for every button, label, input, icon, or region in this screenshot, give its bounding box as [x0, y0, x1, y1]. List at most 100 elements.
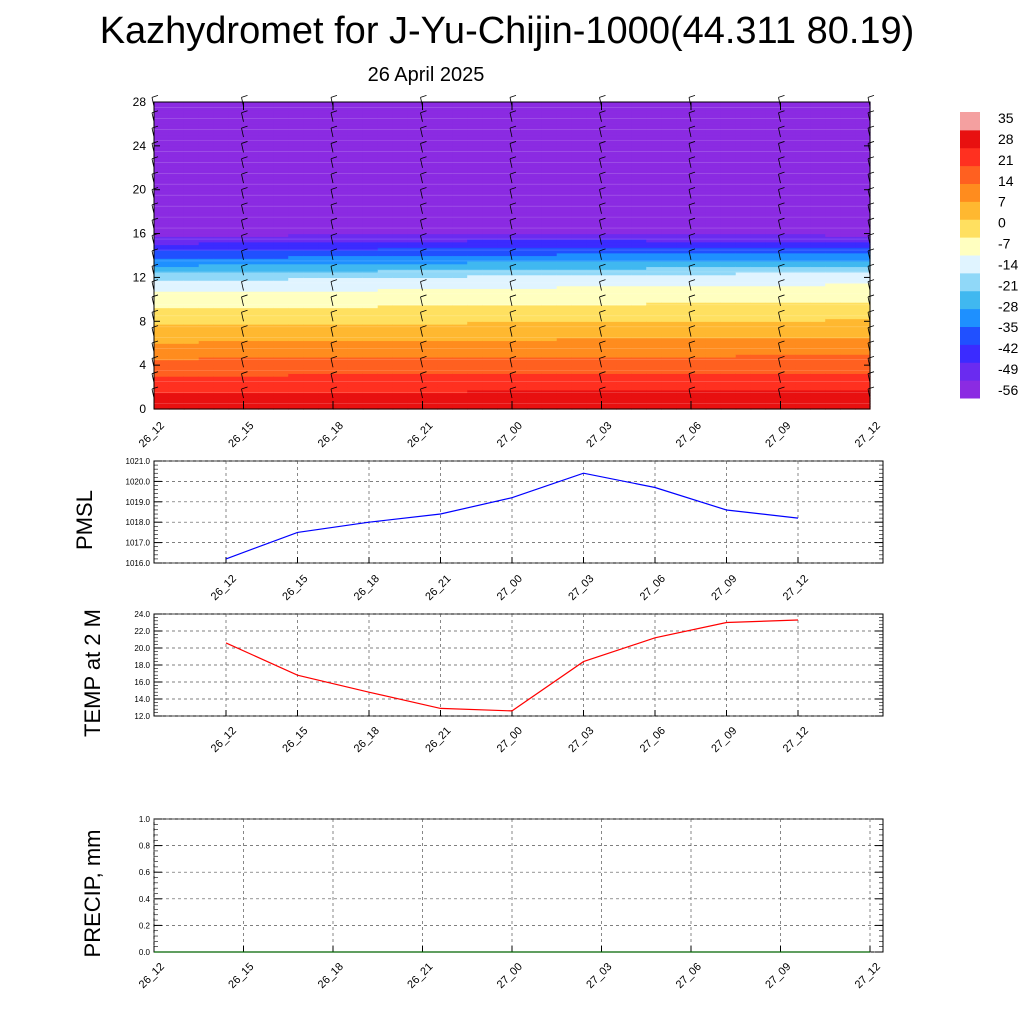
heatmap-cell: [586, 222, 603, 226]
heatmap-cell: [452, 137, 468, 141]
heatmap-cell: [512, 197, 528, 202]
heatmap-cell: [720, 154, 737, 158]
heatmap-cell: [213, 176, 230, 180]
heatmap-cell: [362, 181, 379, 185]
heatmap-cell: [362, 123, 379, 128]
heatmap-cell: [497, 356, 513, 361]
heatmap-cell: [571, 392, 588, 396]
heatmap-cell: [437, 154, 453, 158]
heatmap-cell: [183, 192, 200, 196]
heatmap-cell: [765, 381, 782, 385]
heatmap-cell: [228, 387, 245, 391]
heatmap-cell: [556, 269, 573, 273]
heatmap-cell: [154, 110, 170, 114]
heatmap-cell: [467, 263, 483, 268]
heatmap-cell: [318, 403, 334, 407]
heatmap-cell: [243, 373, 260, 377]
heatmap-cell: [407, 217, 424, 221]
heatmap-cell: [183, 123, 200, 128]
heatmap-cell: [288, 233, 304, 237]
heatmap-cell: [154, 203, 170, 207]
heatmap-cell: [571, 162, 588, 166]
heatmap-cell: [318, 112, 334, 117]
heatmap-cell: [347, 258, 364, 262]
heatmap-cell: [183, 165, 200, 169]
heatmap-cell: [243, 154, 260, 158]
heatmap-cell: [556, 247, 573, 251]
heatmap-cell: [333, 151, 349, 155]
heatmap-cell: [258, 219, 274, 224]
heatmap-cell: [198, 167, 215, 172]
heatmap-cell: [795, 271, 811, 276]
heatmap-cell: [601, 107, 618, 111]
heatmap-cell: [586, 359, 603, 363]
heatmap-cell: [601, 206, 618, 210]
heatmap-cell: [303, 310, 319, 314]
heatmap-cell: [735, 370, 752, 374]
heatmap-cell: [497, 239, 513, 243]
heatmap-cell: [676, 107, 692, 111]
heatmap-cell: [288, 110, 304, 114]
heatmap-cell: [347, 107, 364, 111]
heatmap-cell: [362, 356, 379, 361]
heatmap-cell: [526, 154, 543, 158]
heatmap-cell: [512, 173, 528, 177]
heatmap-cell: [541, 315, 558, 320]
heatmap-cell: [273, 112, 289, 117]
heatmap-cell: [616, 192, 632, 196]
heatmap-cell: [288, 337, 304, 342]
heatmap-cell: [437, 104, 453, 109]
heatmap-cell: [243, 310, 260, 314]
heatmap-cell: [198, 250, 215, 254]
heatmap-cell: [392, 395, 409, 399]
heatmap-cell: [467, 195, 483, 199]
heatmap-cell: [168, 351, 185, 355]
heatmap-cell: [288, 115, 304, 120]
heatmap-cell: [333, 247, 349, 251]
heatmap-cell: [661, 324, 677, 328]
heatmap-cell: [258, 258, 274, 262]
heatmap-cell: [377, 376, 394, 380]
heatmap-cell: [750, 304, 767, 309]
heatmap-cell: [735, 206, 752, 210]
heatmap-cell: [512, 332, 528, 336]
heatmap-cell: [168, 329, 185, 333]
heatmap-cell: [661, 167, 677, 172]
heatmap-cell: [795, 233, 811, 237]
heatmap-cell: [705, 118, 722, 122]
heatmap-cell: [303, 348, 319, 353]
heatmap-cell: [198, 280, 215, 284]
heatmap-cell: [720, 280, 737, 284]
heatmap-cell: [168, 162, 185, 166]
heatmap-cell: [243, 277, 260, 281]
heatmap-cell: [437, 121, 453, 125]
heatmap-cell: [735, 277, 752, 281]
heatmap-cell: [571, 362, 588, 366]
heatmap-cell: [362, 173, 379, 177]
heatmap-cell: [646, 241, 662, 246]
heatmap-cell: [422, 302, 439, 306]
heatmap-cell: [273, 337, 289, 342]
heatmap-cell: [392, 263, 409, 268]
heatmap-cell: [541, 217, 558, 221]
heatmap-cell: [258, 200, 274, 205]
heatmap-cell: [526, 112, 543, 117]
heatmap-cell: [437, 184, 453, 188]
heatmap-cell: [467, 304, 483, 309]
heatmap-cell: [810, 233, 826, 237]
heatmap-cell: [422, 389, 439, 394]
heatmap-cell: [377, 203, 394, 207]
heatmap-cell: [691, 398, 707, 402]
heatmap-cell: [228, 332, 245, 336]
heatmap-cell: [705, 296, 722, 300]
heatmap-cell: [482, 151, 498, 155]
heatmap-cell: [288, 329, 304, 333]
heatmap-cell: [407, 195, 424, 199]
heatmap-cell: [213, 340, 230, 344]
heatmap-cell: [676, 269, 692, 273]
heatmap-cell: [154, 315, 170, 320]
heatmap-cell: [497, 266, 513, 270]
heatmap-cell: [243, 222, 260, 226]
heatmap-cell: [586, 348, 603, 353]
heatmap-cell: [318, 189, 334, 194]
